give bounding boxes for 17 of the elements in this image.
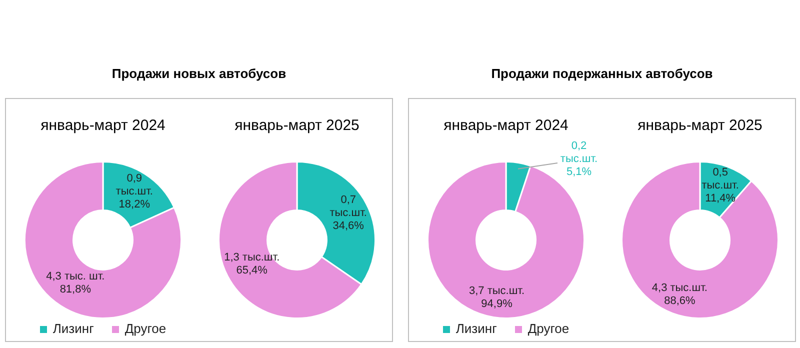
- chart-subtitle: январь-март 2024: [40, 117, 166, 134]
- legend-label: Лизинг: [454, 321, 497, 336]
- chart-subtitle: январь-март 2025: [636, 117, 764, 134]
- data-label: 0,5 тыс.шт. 11,4%: [702, 166, 739, 205]
- legend-label: Другое: [124, 321, 166, 336]
- chart-title: Продажи подержанных автобусов: [490, 66, 714, 81]
- chart-subtitle: январь-март 2024: [442, 117, 570, 134]
- legend-label: Лизинг: [52, 321, 94, 336]
- data-label: 0,9 тыс.шт. 18,2%: [116, 172, 153, 210]
- data-label: 0,7 тыс.шт. 34,6%: [330, 194, 367, 232]
- chart-subtitle: январь-март 2025: [234, 117, 360, 134]
- data-label: 4,3 тыс.шт. 88,6%: [652, 282, 708, 307]
- data-label: 0,2 тыс.шт. 5,1%: [560, 140, 598, 178]
- data-label: 4,3 тыс. шт. 81,8%: [46, 270, 105, 296]
- chart-title: Продажи новых автобусов: [110, 66, 288, 81]
- legend-label: Другое: [526, 321, 570, 336]
- data-label: 3,7 тыс.шт. 94,9%: [468, 284, 525, 310]
